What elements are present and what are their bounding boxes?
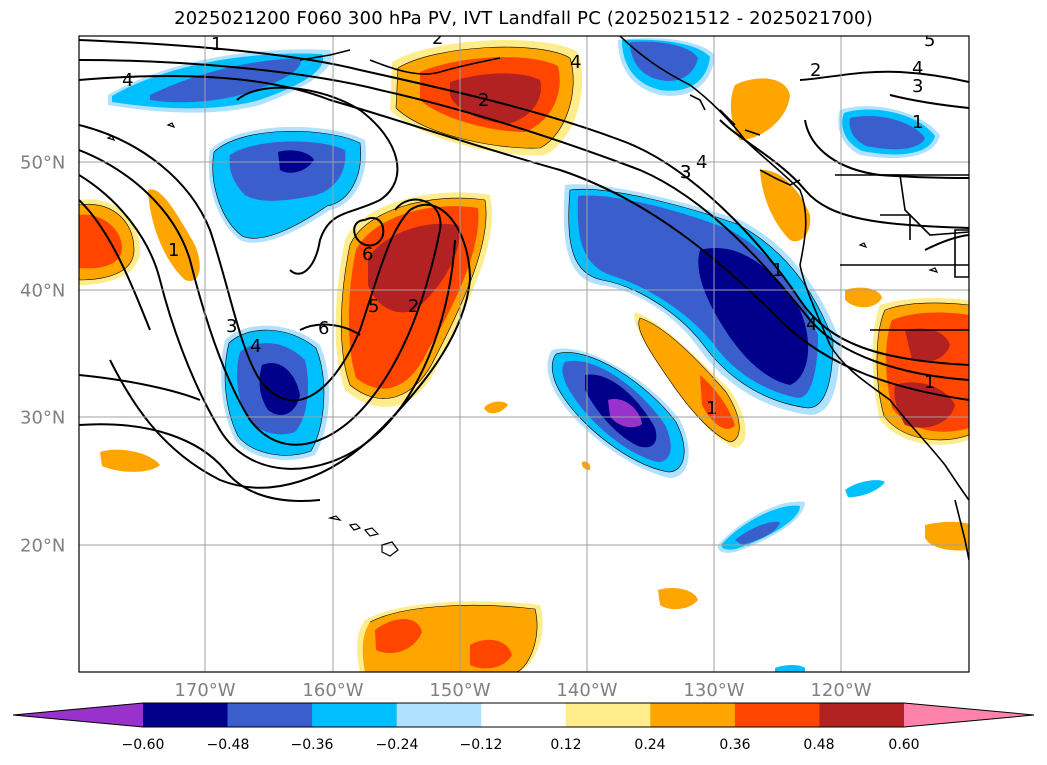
- contour-label: 2: [810, 60, 821, 81]
- colorbar-segment: [734, 703, 820, 727]
- colorbar-tick-label: −0.24: [375, 737, 419, 753]
- colorbar-tick-label: 0.24: [634, 737, 666, 753]
- coastlines: [299, 36, 969, 561]
- gridlines: [79, 36, 969, 672]
- colorbar-tick-label: −0.48: [206, 737, 250, 753]
- colorbar-tick-label: −0.36: [290, 737, 334, 753]
- colorbar-segment: [143, 703, 229, 727]
- contour-label: 1: [168, 240, 179, 261]
- latitude-label: 40°N: [20, 280, 66, 302]
- contour-label: 1: [912, 112, 923, 133]
- islands: [106, 122, 939, 557]
- colorbar-segment: [481, 703, 567, 727]
- colorbar-segment: [650, 703, 736, 727]
- colorbar-tick-label: −0.60: [121, 737, 165, 753]
- contour-label: 5: [368, 296, 379, 317]
- colorbar-segment: [396, 703, 482, 727]
- longitude-label: 120°W: [810, 680, 872, 701]
- colorbar-tick-label: −0.12: [459, 737, 503, 753]
- colorbar-segment: [312, 703, 398, 727]
- colorbar-tick-label: 0.48: [803, 737, 835, 753]
- contour-label: 3: [226, 316, 237, 337]
- contour-label: 3: [680, 162, 691, 183]
- longitude-label: 140°W: [556, 680, 618, 701]
- contour-label: 4: [806, 314, 817, 335]
- contour-label: 6: [318, 318, 329, 339]
- colorbar-outline: [12, 702, 1035, 728]
- contour-label: 4: [570, 52, 581, 73]
- colorbar-segment: [819, 703, 905, 727]
- contour-label: 4: [250, 336, 261, 357]
- longitude-label: 150°W: [429, 680, 491, 701]
- contour-label: 5: [924, 30, 935, 51]
- latitude-label: 30°N: [20, 407, 66, 429]
- contour-label: 1: [211, 34, 222, 55]
- pv-negative-anomaly: [108, 38, 940, 672]
- colorbar-tick-label: 0.12: [550, 737, 582, 753]
- colorbar: [12, 702, 1035, 728]
- contour-label: 1: [772, 260, 783, 281]
- map-frame: [78, 35, 970, 673]
- colorbar-extend-low: [13, 703, 143, 727]
- contour-label: 2: [408, 296, 419, 317]
- contour-label: 2: [478, 90, 489, 111]
- longitude-label: 170°W: [174, 680, 236, 701]
- pv-contours: [79, 39, 969, 502]
- longitude-label: 160°W: [302, 680, 364, 701]
- contour-label: 1: [924, 372, 935, 393]
- figure-title: 2025021200 F060 300 hPa PV, IVT Landfall…: [174, 8, 873, 29]
- contour-label: 3: [912, 76, 923, 97]
- anomaly-outlines: [79, 46, 969, 672]
- colorbar-tick-label: 0.36: [719, 737, 751, 753]
- latitude-label: 20°N: [20, 535, 66, 557]
- contour-label: 4: [122, 70, 133, 91]
- colorbar-segment: [227, 703, 313, 727]
- colorbar-extend-high: [904, 703, 1034, 727]
- contour-label: 2: [432, 28, 443, 49]
- contour-label: 6: [362, 244, 373, 265]
- contour-label: 4: [912, 58, 923, 79]
- colorbar-segment: [565, 703, 651, 727]
- contour-label: 3: [680, 162, 691, 183]
- colorbar-tick-label: 0.60: [888, 737, 920, 753]
- longitude-label: 130°W: [683, 680, 745, 701]
- latitude-label: 50°N: [20, 152, 66, 174]
- contour-label: 1: [706, 398, 717, 419]
